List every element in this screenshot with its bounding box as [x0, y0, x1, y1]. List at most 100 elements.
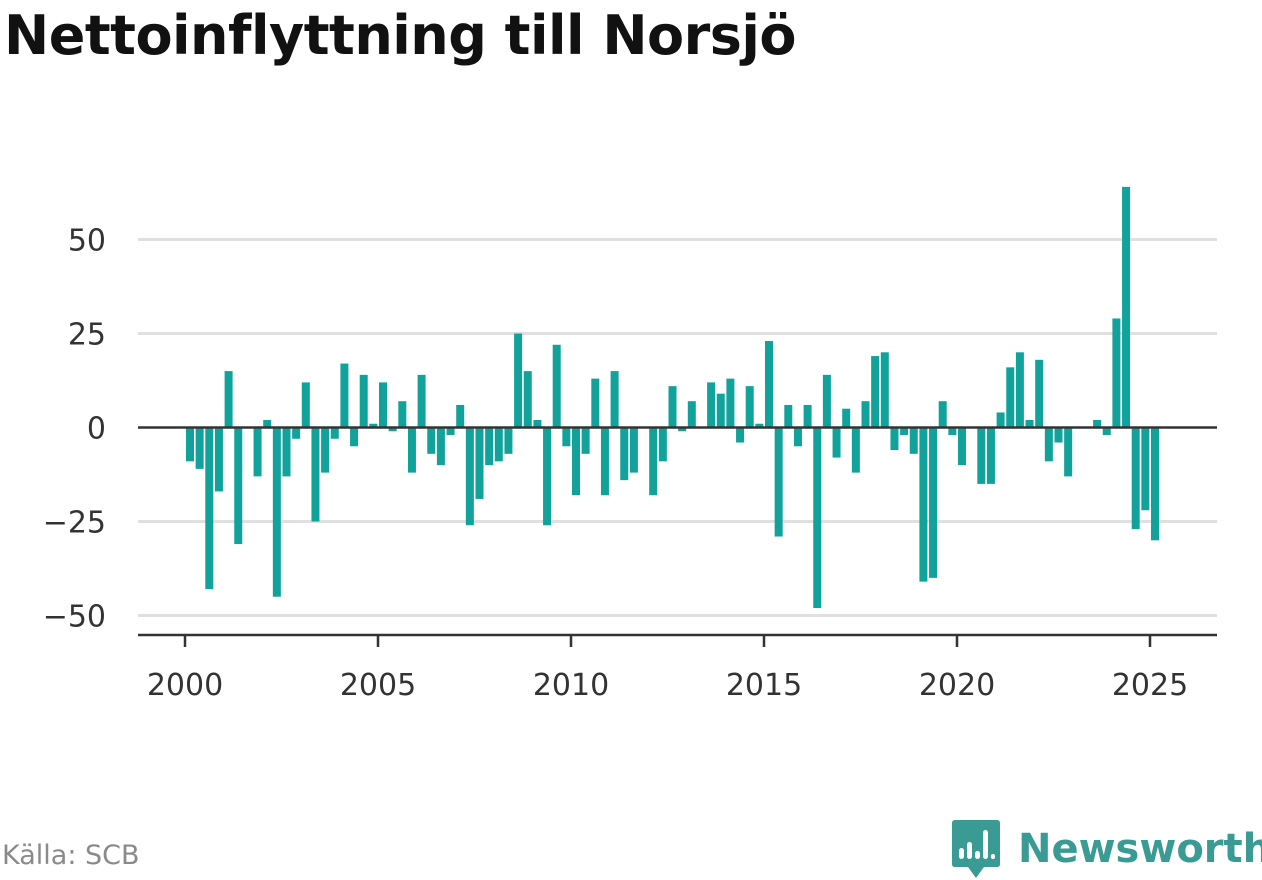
bar — [1151, 427, 1159, 541]
bar — [214, 427, 223, 492]
axes — [138, 426, 1217, 647]
bar — [813, 427, 822, 608]
bar — [234, 427, 243, 545]
bar — [649, 427, 658, 496]
bar — [784, 404, 793, 428]
bar — [552, 344, 561, 428]
bar — [620, 427, 629, 481]
y-tick-label: 50 — [68, 224, 106, 259]
bar — [514, 333, 523, 428]
bar — [301, 382, 310, 428]
bar — [986, 427, 995, 484]
bar — [678, 427, 687, 432]
x-tick-label: 2010 — [533, 668, 609, 703]
y-tick-label: 0 — [87, 412, 106, 447]
y-tick-label: −25 — [43, 506, 106, 541]
bar — [311, 427, 320, 522]
bar — [205, 427, 214, 590]
bar — [1131, 427, 1140, 530]
bar — [407, 427, 416, 473]
tick-labels: 50 25 0 −25 −50 2000 2005 2010 2015 2020 2025 — [43, 224, 1188, 704]
y-tick-label: 25 — [68, 318, 106, 353]
chart-title: Nettoinflyttning till Norsjö — [4, 4, 797, 67]
x-tick-label: 2020 — [919, 668, 995, 703]
bar — [456, 404, 465, 428]
bar — [842, 408, 851, 428]
bar — [726, 378, 735, 428]
brand-logo: Newsworthy — [950, 818, 1262, 880]
bar — [996, 412, 1005, 428]
bar — [755, 423, 764, 428]
newsworthy-logo-icon — [952, 820, 1000, 878]
bar — [880, 352, 889, 428]
bar — [224, 371, 233, 428]
bar — [919, 427, 928, 582]
bar — [263, 419, 272, 428]
bar — [417, 374, 426, 428]
bar — [745, 386, 754, 428]
bar — [929, 427, 938, 578]
y-tick-label: −50 — [43, 600, 106, 635]
bar — [1006, 367, 1015, 428]
bar — [427, 427, 436, 454]
bar — [822, 374, 831, 428]
bar — [379, 382, 387, 428]
bar — [292, 427, 301, 439]
bar — [861, 401, 870, 428]
bar — [909, 427, 918, 454]
bar — [1035, 359, 1044, 428]
bar — [350, 427, 359, 447]
bar — [591, 378, 600, 428]
bar — [398, 401, 407, 428]
x-tick-label: 2005 — [340, 668, 416, 703]
bar — [330, 427, 339, 439]
bar — [465, 427, 474, 526]
bar — [523, 371, 532, 428]
bar — [938, 401, 947, 428]
bar — [1044, 427, 1053, 462]
bar — [369, 423, 378, 428]
bar — [1093, 419, 1102, 428]
bar — [572, 427, 580, 496]
brand-name: Newsworthy — [1018, 826, 1262, 872]
bar — [446, 427, 455, 436]
bar — [832, 427, 841, 458]
bar — [272, 427, 281, 597]
bar — [958, 427, 966, 466]
bar — [1064, 427, 1073, 477]
source-label: Källa: SCB — [2, 840, 140, 871]
bar — [186, 427, 194, 462]
bar — [871, 356, 880, 428]
x-tick-label: 2015 — [726, 668, 802, 703]
bar — [1112, 318, 1121, 428]
bar — [494, 427, 503, 462]
x-tick-label: 2000 — [147, 668, 223, 703]
bar — [600, 427, 609, 496]
bar — [562, 427, 571, 447]
bar — [851, 427, 860, 473]
bar — [707, 382, 716, 428]
bar — [687, 401, 696, 428]
bar — [900, 427, 909, 436]
bar — [736, 427, 745, 443]
bar — [340, 363, 349, 428]
bar — [533, 419, 542, 428]
bar — [543, 427, 552, 526]
bar — [1054, 427, 1063, 443]
bar — [388, 427, 397, 432]
bar — [948, 427, 957, 436]
bar — [1141, 427, 1150, 511]
bar — [359, 374, 368, 428]
bar — [1122, 186, 1131, 428]
x-tick-label: 2025 — [1112, 668, 1188, 703]
bar — [321, 427, 330, 473]
bar — [977, 427, 986, 484]
bar — [716, 393, 725, 428]
bar — [668, 386, 677, 428]
bar — [475, 427, 484, 499]
bar — [629, 427, 638, 473]
bar — [765, 341, 773, 428]
bar — [793, 427, 802, 447]
bar — [610, 371, 619, 428]
